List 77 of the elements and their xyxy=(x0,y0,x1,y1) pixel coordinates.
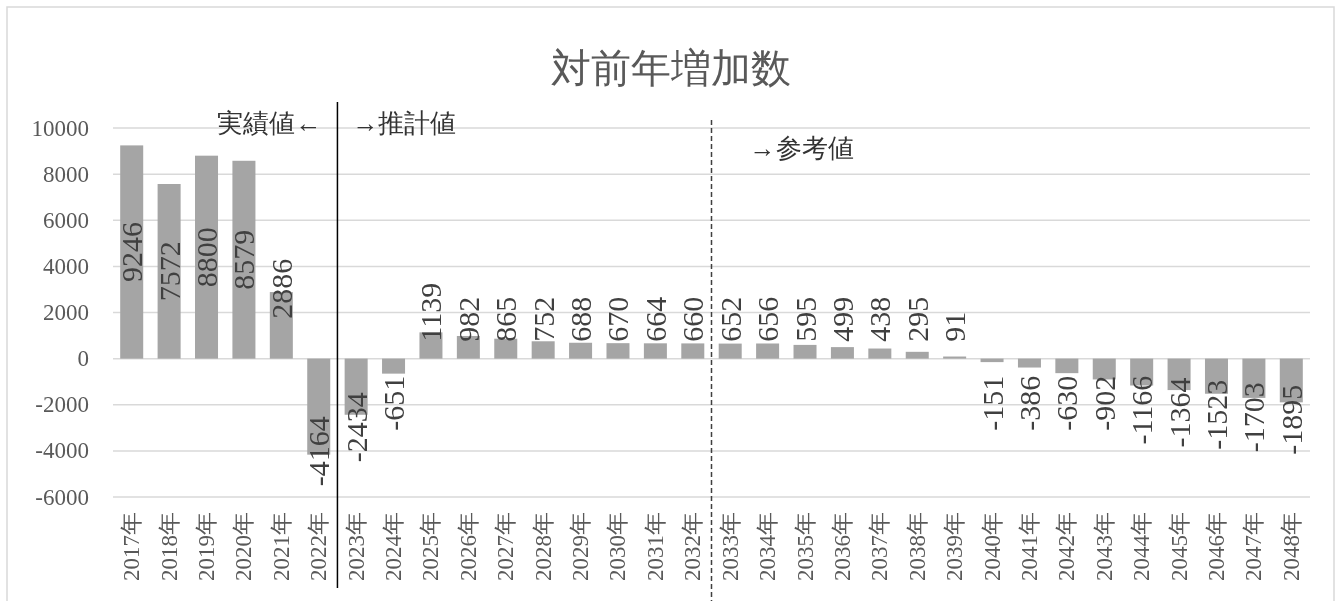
ytick: -4000 xyxy=(35,438,89,464)
xtick: 2030年 xyxy=(605,512,631,581)
xtick: 2021年 xyxy=(268,512,294,581)
annotation: 実績値← xyxy=(217,108,322,138)
data-label: -4164 xyxy=(302,416,336,487)
xtick: 2017年 xyxy=(119,512,145,581)
ytick: -2000 xyxy=(35,392,89,418)
data-label: 295 xyxy=(900,296,934,342)
ytick: 2000 xyxy=(43,300,89,325)
data-label: 752 xyxy=(526,296,560,342)
data-label: 865 xyxy=(489,296,523,342)
ytick: 10000 xyxy=(31,115,89,141)
data-label: 7572 xyxy=(152,241,186,302)
xtick: 2040年 xyxy=(979,512,1005,581)
data-label: 688 xyxy=(564,296,598,342)
xtick: 2033年 xyxy=(717,512,743,581)
ytick: 6000 xyxy=(43,207,89,233)
ytick: 4000 xyxy=(43,253,89,279)
xtick: 2037年 xyxy=(867,512,893,581)
xtick: 2028年 xyxy=(530,512,556,581)
data-label: -1703 xyxy=(1237,382,1271,453)
title: 対前年増加数 xyxy=(550,45,791,91)
xtick: 2041年 xyxy=(1016,512,1042,581)
data-label: 8579 xyxy=(227,229,261,290)
xtick: 2023年 xyxy=(343,512,369,581)
xtick: 2044年 xyxy=(1129,512,1155,581)
data-label: -1166 xyxy=(1125,375,1159,445)
xtick: 2027年 xyxy=(493,512,519,581)
data-label: 9246 xyxy=(115,222,149,282)
data-label: 438 xyxy=(863,296,897,342)
ref-label: →推計値 xyxy=(352,108,457,138)
data-label: 91 xyxy=(938,311,972,342)
data-label: 982 xyxy=(451,296,485,342)
xtick: 2042年 xyxy=(1054,512,1080,581)
xtick: 2024年 xyxy=(381,512,407,581)
data-label: 595 xyxy=(788,296,822,342)
data-label: -1523 xyxy=(1200,379,1233,450)
ytick: 0 xyxy=(77,346,89,372)
xtick: 2019年 xyxy=(194,512,219,581)
data-label: -2434 xyxy=(339,392,373,463)
ref-label: →参考値 xyxy=(749,133,854,163)
xtick: 2029年 xyxy=(568,512,594,581)
xtick: 2047年 xyxy=(1241,512,1267,581)
xtick: 2036年 xyxy=(829,512,855,581)
xtick: 2020年 xyxy=(231,512,257,581)
data-label: 656 xyxy=(751,296,785,342)
xtick: 2032年 xyxy=(680,512,706,581)
ytick: 8000 xyxy=(43,161,89,187)
xtick: 2018年 xyxy=(156,512,182,581)
data-label: 652 xyxy=(713,296,747,342)
data-label: -651 xyxy=(377,375,411,431)
data-label: 2886 xyxy=(264,258,298,319)
xtick: 2031年 xyxy=(642,512,668,581)
data-label: 664 xyxy=(638,296,672,342)
xtick: 2046年 xyxy=(1204,512,1229,581)
xtick: 2034年 xyxy=(755,512,781,581)
data-label: -1364 xyxy=(1162,377,1196,448)
data-label: 8800 xyxy=(190,227,223,288)
data-label: -151 xyxy=(975,375,1009,431)
xtick: 2022年 xyxy=(306,512,332,581)
ytick: -6000 xyxy=(35,484,89,510)
data-label: -386 xyxy=(1012,375,1046,431)
data-label: 670 xyxy=(601,296,635,342)
xtick: 2035年 xyxy=(792,512,818,581)
xtick: 2026年 xyxy=(455,512,481,581)
data-label: -902 xyxy=(1087,375,1121,431)
data-label: -1895 xyxy=(1274,384,1308,455)
xtick: 2045年 xyxy=(1166,512,1192,581)
xtick: 2025年 xyxy=(418,512,444,581)
data-label: 499 xyxy=(825,296,859,342)
data-label: 660 xyxy=(676,296,710,342)
data-label: -630 xyxy=(1050,375,1084,431)
data-label: 1139 xyxy=(414,282,448,342)
xtick: 2039年 xyxy=(942,512,968,581)
xtick: 2038年 xyxy=(904,512,930,581)
xtick: 2043年 xyxy=(1091,512,1117,581)
xtick: 2048年 xyxy=(1278,512,1304,581)
